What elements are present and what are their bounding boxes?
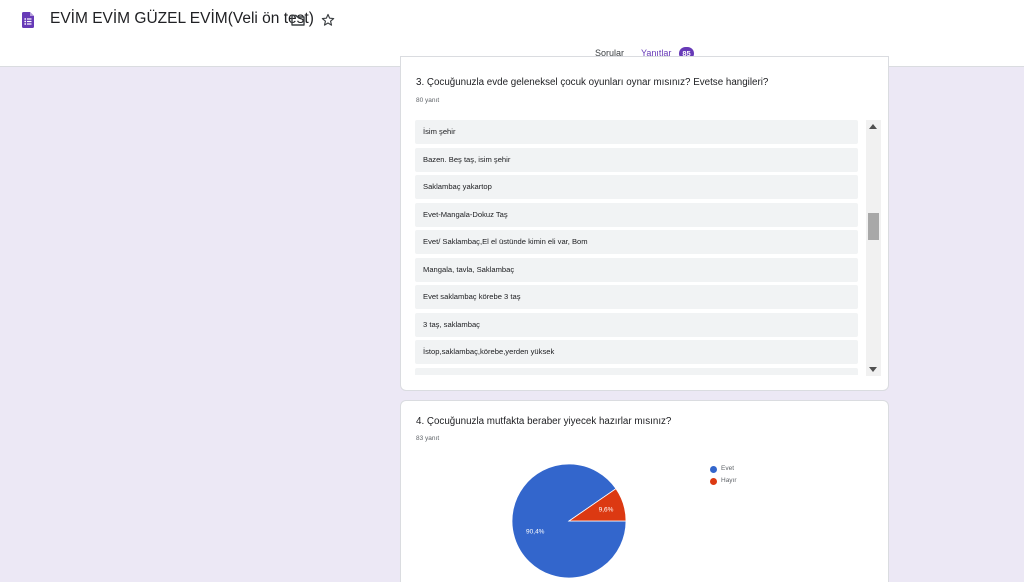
star-button[interactable] [318, 10, 338, 30]
legend-swatch [710, 466, 717, 473]
legend-swatch [710, 478, 717, 485]
pie-slice-hayr[interactable] [567, 488, 627, 522]
list-item: Evet-Mangala-Dokuz Taş [415, 202, 858, 227]
google-forms-icon[interactable] [22, 12, 34, 28]
document-title[interactable]: EVİM EVİM GÜZEL EVİM(Veli ön test) [50, 10, 314, 27]
pie-chart: 90,4% 9,6% [511, 463, 627, 579]
response-list[interactable]: İsim şehir Bazen. Beş taş, isim şehir Sa… [415, 120, 860, 375]
list-item-partial [415, 367, 858, 375]
list-item: Mangala, tavla, Saklambaç [415, 257, 858, 282]
response-count: 83 yanıt [416, 435, 440, 442]
star-outline-icon [321, 13, 335, 26]
slice-label: 9,6% [599, 506, 614, 513]
scroll-down-arrow-icon[interactable] [869, 367, 877, 372]
list-item: Evet saklambaç körebe 3 taş [415, 285, 858, 309]
chart-legend: Evet Hayır [710, 463, 737, 487]
question-card-3: 3. Çocuğunuzla evde geleneksel çocuk oyu… [400, 56, 889, 391]
slice-label: 90,4% [526, 528, 545, 535]
response-list-scrollbar[interactable] [866, 120, 881, 376]
legend-item-hayir: Hayır [710, 475, 737, 487]
list-item: Bazen. Beş taş, isim şehir [415, 147, 858, 172]
move-to-folder-button[interactable] [288, 10, 308, 30]
question-card-4: 4. Çocuğunuzla mutfakta beraber yiyecek … [400, 400, 889, 582]
legend-label: Hayır [721, 477, 737, 484]
question-title: 3. Çocuğunuzla evde geleneksel çocuk oyu… [416, 77, 769, 88]
folder-icon [291, 14, 305, 26]
response-count: 80 yanıt [416, 97, 440, 104]
tab-questions[interactable]: Sorular [595, 48, 625, 58]
list-item: Evet/ Saklambaç,El el üstünde kimin eli … [415, 230, 858, 254]
legend-label: Evet [721, 465, 735, 472]
list-item: İsim şehir [415, 120, 858, 144]
list-item: Saklambaç yakartop [415, 175, 858, 199]
question-title: 4. Çocuğunuzla mutfakta beraber yiyecek … [416, 416, 672, 427]
scroll-up-arrow-icon[interactable] [869, 124, 877, 129]
list-item: 3 taş, saklambaç [415, 312, 858, 337]
tab-responses[interactable]: Yanıtlar [641, 48, 672, 58]
scrollbar-thumb[interactable] [868, 213, 879, 240]
legend-item-evet: Evet [710, 463, 737, 475]
list-item: İstop,saklambaç,körebe,yerden yüksek [415, 340, 858, 364]
top-bar: EVİM EVİM GÜZEL EVİM(Veli ön test) Sorul… [0, 0, 1024, 67]
